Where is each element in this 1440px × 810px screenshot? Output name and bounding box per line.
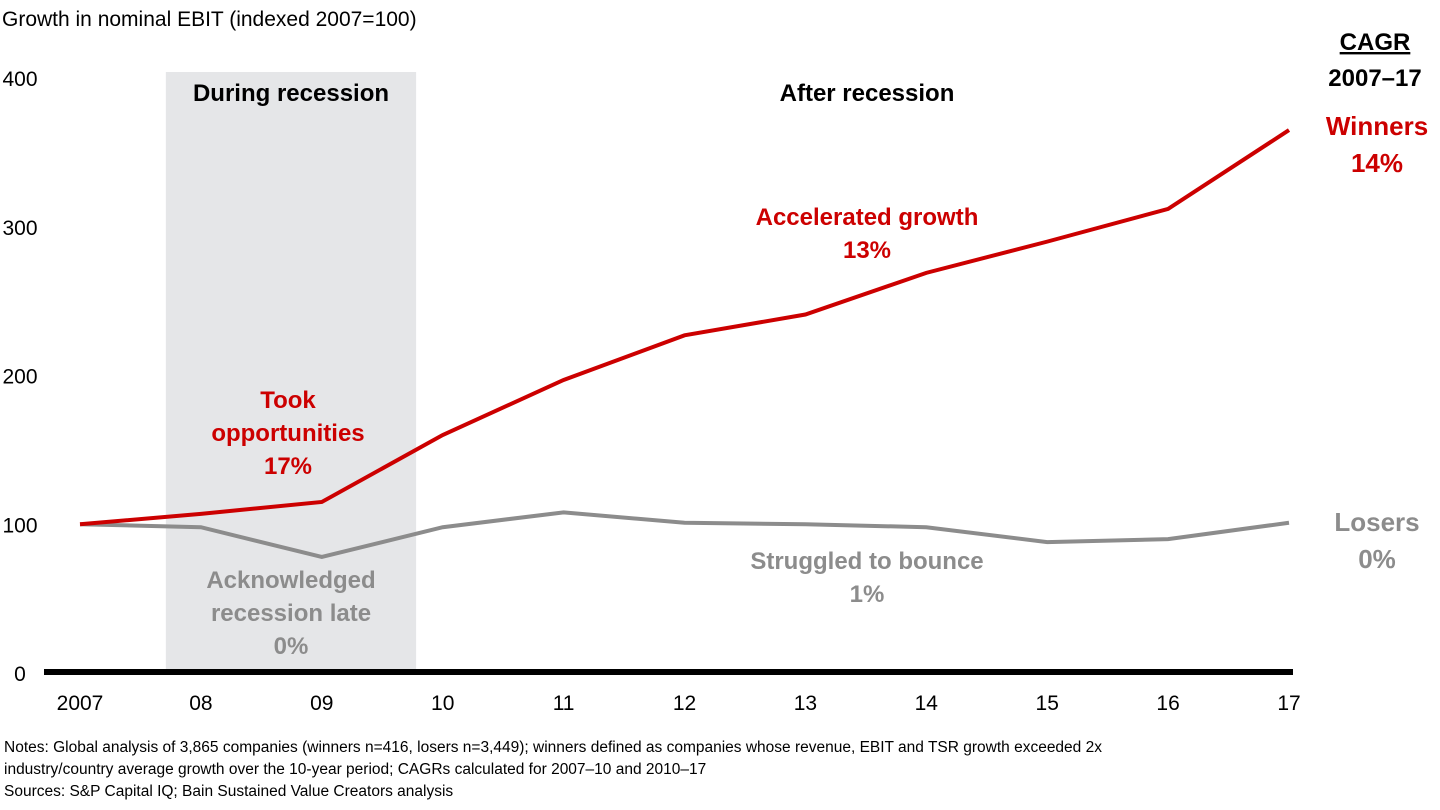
recession-shaded-region — [165, 72, 417, 672]
y-tick-label: 0 — [14, 663, 26, 686]
notes-line-1: Notes: Global analysis of 3,865 companie… — [4, 739, 1102, 756]
sources: Sources: S&P Capital IQ; Bain Sustained … — [4, 783, 454, 800]
notes-line-2: industry/country average growth over the… — [4, 761, 707, 778]
winners-cagr: 14% — [1351, 148, 1403, 178]
took-opportunities-annotation: opportunities — [211, 420, 364, 447]
accelerated-growth-cagr: 13% — [843, 237, 891, 264]
during-recession-label: During recession — [193, 80, 389, 107]
losers-cagr: 0% — [1358, 544, 1396, 574]
accelerated-growth-annotation: Accelerated growth — [756, 204, 979, 231]
x-tick-label: 16 — [1156, 692, 1179, 715]
y-tick-label: 400 — [2, 68, 37, 91]
x-tick-label: 17 — [1277, 692, 1300, 715]
took-opportunities-annotation: Took — [260, 387, 316, 414]
struggled-annotation: Struggled to bounce — [750, 548, 983, 575]
took-opportunities-cagr: 17% — [264, 453, 312, 480]
chart-title: Growth in nominal EBIT (indexed 2007=100… — [2, 8, 417, 31]
notes: Notes: Global analysis of 3,865 companie… — [4, 737, 1424, 803]
winners-legend-label: Winners — [1326, 111, 1428, 141]
x-tick-label: 13 — [794, 692, 817, 715]
acknowledged-late-annotation: Acknowledged — [206, 567, 375, 594]
x-tick-label: 08 — [189, 692, 212, 715]
x-tick-label: 14 — [915, 692, 939, 715]
x-tick-label: 09 — [310, 692, 333, 715]
x-tick-label: 12 — [673, 692, 696, 715]
x-tick-label: 2007 — [57, 692, 104, 715]
x-tick-label: 15 — [1036, 692, 1059, 715]
y-tick-label: 100 — [2, 514, 37, 537]
struggled-cagr: 1% — [850, 581, 885, 608]
acknowledged-late-annotation: recession late — [211, 600, 371, 627]
x-tick-label: 11 — [553, 692, 575, 715]
cagr-period: 2007–17 — [1328, 65, 1421, 92]
x-tick-label: 10 — [431, 692, 454, 715]
cagr-header: CAGR — [1340, 29, 1411, 56]
y-tick-label: 200 — [2, 366, 37, 389]
y-tick-label: 300 — [2, 217, 37, 240]
acknowledged-late-cagr: 0% — [274, 633, 309, 660]
losers-legend-label: Losers — [1334, 507, 1419, 537]
after-recession-label: After recession — [780, 80, 955, 107]
